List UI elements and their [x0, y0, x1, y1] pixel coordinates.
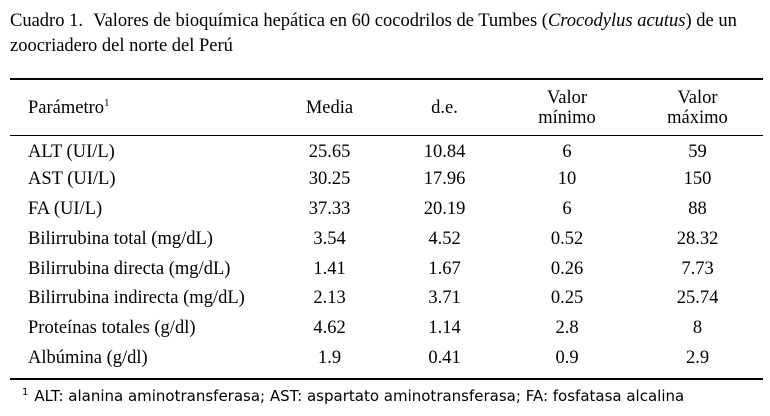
cell-max: 2.9: [685, 347, 710, 368]
cell-parametro: Bilirrubina total (mg/dL): [28, 228, 213, 249]
header-valor-minimo: Valor mínimo: [502, 80, 632, 135]
caption-species: Crocodylus acutus: [547, 11, 686, 31]
cell-min: 2.8: [555, 318, 579, 339]
cell-parametro: Proteínas totales (g/dl): [28, 318, 196, 339]
table-row: Bilirrubina directa (mg/dL) 1.41 1.67 0.…: [10, 254, 763, 284]
header-parametro: Parámetro1: [10, 80, 272, 135]
cell-min: 0.25: [550, 288, 584, 309]
header-valor-maximo: Valor máximo: [632, 80, 763, 135]
header-valor-minimo-line2: mínimo: [538, 107, 596, 128]
table-row: Albúmina (g/dl) 1.9 0.41 0.9 2.9: [10, 344, 763, 374]
cell-max: 25.74: [676, 288, 719, 309]
table-header: Parámetro1 Media d.e. Valor mínimo Valor…: [10, 80, 763, 135]
caption-text-before: Valores de bioquímica hepática en 60 coc…: [93, 11, 548, 31]
header-valor-maximo-line1: Valor: [677, 87, 718, 108]
cell-de: 0.41: [428, 347, 461, 368]
caption-number: Cuadro 1.: [10, 11, 83, 31]
header-row: Parámetro1 Media d.e. Valor mínimo Valor…: [10, 80, 763, 135]
table-row: FA (UI/L) 37.33 20.19 6 88: [10, 195, 763, 225]
cell-parametro: Albúmina (g/dl): [28, 347, 148, 368]
header-valor-maximo-line2: máximo: [667, 107, 728, 128]
header-parametro-footnote-marker: 1: [104, 96, 110, 109]
cell-parametro: Bilirrubina indirecta (mg/dL): [28, 288, 245, 309]
header-media: Media: [305, 97, 354, 118]
cell-de: 3.71: [428, 288, 461, 309]
cell-media: 37.33: [308, 198, 351, 219]
cell-de: 1.67: [428, 258, 461, 279]
cell-min: 6: [562, 198, 572, 219]
cell-media: 1.41: [313, 258, 346, 279]
footnote-marker: 1: [22, 387, 29, 398]
table-caption: Cuadro 1. Valores de bioquímica hepática…: [10, 9, 760, 59]
cell-max: 7.73: [681, 258, 714, 279]
cell-max: 8: [692, 318, 703, 339]
table-row: ALT (UI/L) 25.65 10.84 6 59: [10, 135, 763, 165]
cell-parametro: AST (UI/L): [28, 169, 116, 190]
cell-max: 150: [683, 169, 712, 190]
table-body: ALT (UI/L) 25.65 10.84 6 59 AST (UI/L) 3…: [10, 135, 763, 373]
cell-media: 25.65: [308, 142, 351, 163]
cell-de: 20.19: [423, 198, 466, 219]
table-row: Proteínas totales (g/dl) 4.62 1.14 2.8 8: [10, 314, 763, 344]
cell-media: 4.62: [313, 318, 346, 339]
cell-parametro: Bilirrubina directa (mg/dL): [28, 258, 231, 279]
cell-de: 10.84: [423, 142, 466, 163]
cell-de: 1.14: [428, 318, 461, 339]
cell-min: 10: [557, 169, 577, 190]
cell-media: 1.9: [317, 347, 342, 368]
header-de: d.e.: [431, 97, 458, 118]
cell-media: 30.25: [308, 169, 351, 190]
cell-max: 59: [688, 142, 707, 163]
header-parametro-label: Parámetro: [28, 97, 105, 118]
cell-media: 2.13: [313, 288, 346, 309]
cell-min: 0.9: [555, 347, 579, 368]
cell-parametro: ALT (UI/L): [28, 142, 115, 163]
cell-max: 88: [688, 198, 707, 219]
footnote-text: ALT: alanina aminotransferasa; AST: aspa…: [34, 387, 685, 405]
liver-biochemistry-table: Parámetro1 Media d.e. Valor mínimo Valor…: [10, 80, 763, 373]
table-top-rule: [10, 78, 763, 80]
table-header-rule: [10, 135, 763, 136]
caption-text-after: ) de un zoocriadero del norte del Perú: [10, 11, 737, 56]
cell-min: 6: [562, 142, 572, 163]
cell-min: 0.52: [550, 228, 584, 249]
table-bottom-rule: [10, 378, 763, 380]
table-row: Bilirrubina indirecta (mg/dL) 2.13 3.71 …: [10, 284, 763, 314]
cell-parametro: FA (UI/L): [28, 198, 103, 219]
cell-media: 3.54: [313, 228, 346, 249]
table-row: Bilirrubina total (mg/dL) 3.54 4.52 0.52…: [10, 224, 763, 254]
cell-de: 17.96: [423, 169, 466, 190]
cell-de: 4.52: [428, 228, 461, 249]
header-valor-minimo-line1: Valor: [546, 87, 588, 108]
cell-min: 0.26: [550, 258, 584, 279]
table-footnote: 1 ALT: alanina aminotransferasa; AST: asp…: [22, 387, 684, 405]
table-row: AST (UI/L) 30.25 17.96 10 150: [10, 165, 763, 195]
cell-max: 28.32: [676, 228, 719, 249]
